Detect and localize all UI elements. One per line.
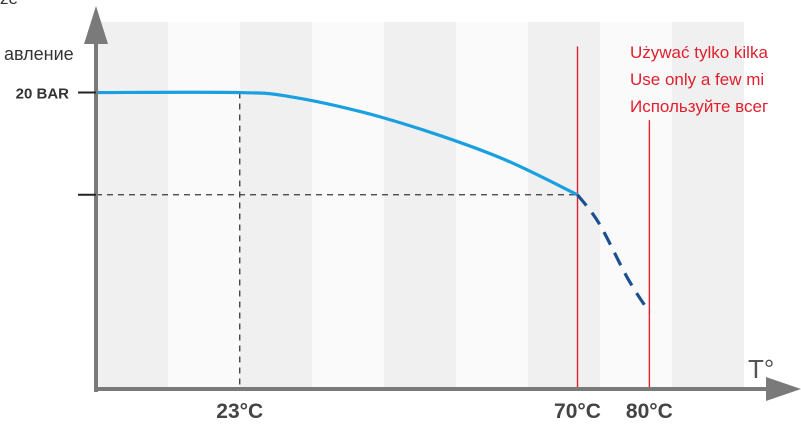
background-band (384, 22, 456, 389)
x-tick-label: 23°C (216, 400, 263, 423)
y-axis-label: авление (4, 44, 74, 64)
background-bands (96, 22, 744, 389)
background-band (600, 22, 672, 389)
background-band (528, 22, 600, 389)
x-axis-arrowhead (766, 377, 801, 401)
background-band (240, 22, 312, 389)
y-axis-label-top: ze (0, 0, 18, 8)
annotation-line: Używać tylko kilka (630, 43, 768, 62)
background-band (168, 22, 240, 389)
axes (78, 6, 801, 401)
annotation-line: Use only a few mi (630, 70, 764, 89)
background-band (96, 22, 168, 389)
background-band (312, 22, 384, 389)
series-layer (95, 90, 651, 314)
x-tick-label: 80°C (626, 400, 673, 423)
series-line-dashed (576, 193, 651, 314)
y-axis-arrowhead (84, 6, 108, 44)
x-tick-label: 70°C (554, 400, 601, 423)
x-axis-label: T° (748, 354, 774, 384)
series-line-solid (95, 90, 579, 197)
background-band (456, 22, 528, 389)
background-band (672, 22, 744, 389)
y-tick-label: 20 BAR (16, 86, 70, 103)
labels: ze авление 20 BAR T° 23°C 70°C 80°C Używać tylk… (0, 0, 774, 423)
annotation-line: Используйте всег (630, 97, 768, 116)
